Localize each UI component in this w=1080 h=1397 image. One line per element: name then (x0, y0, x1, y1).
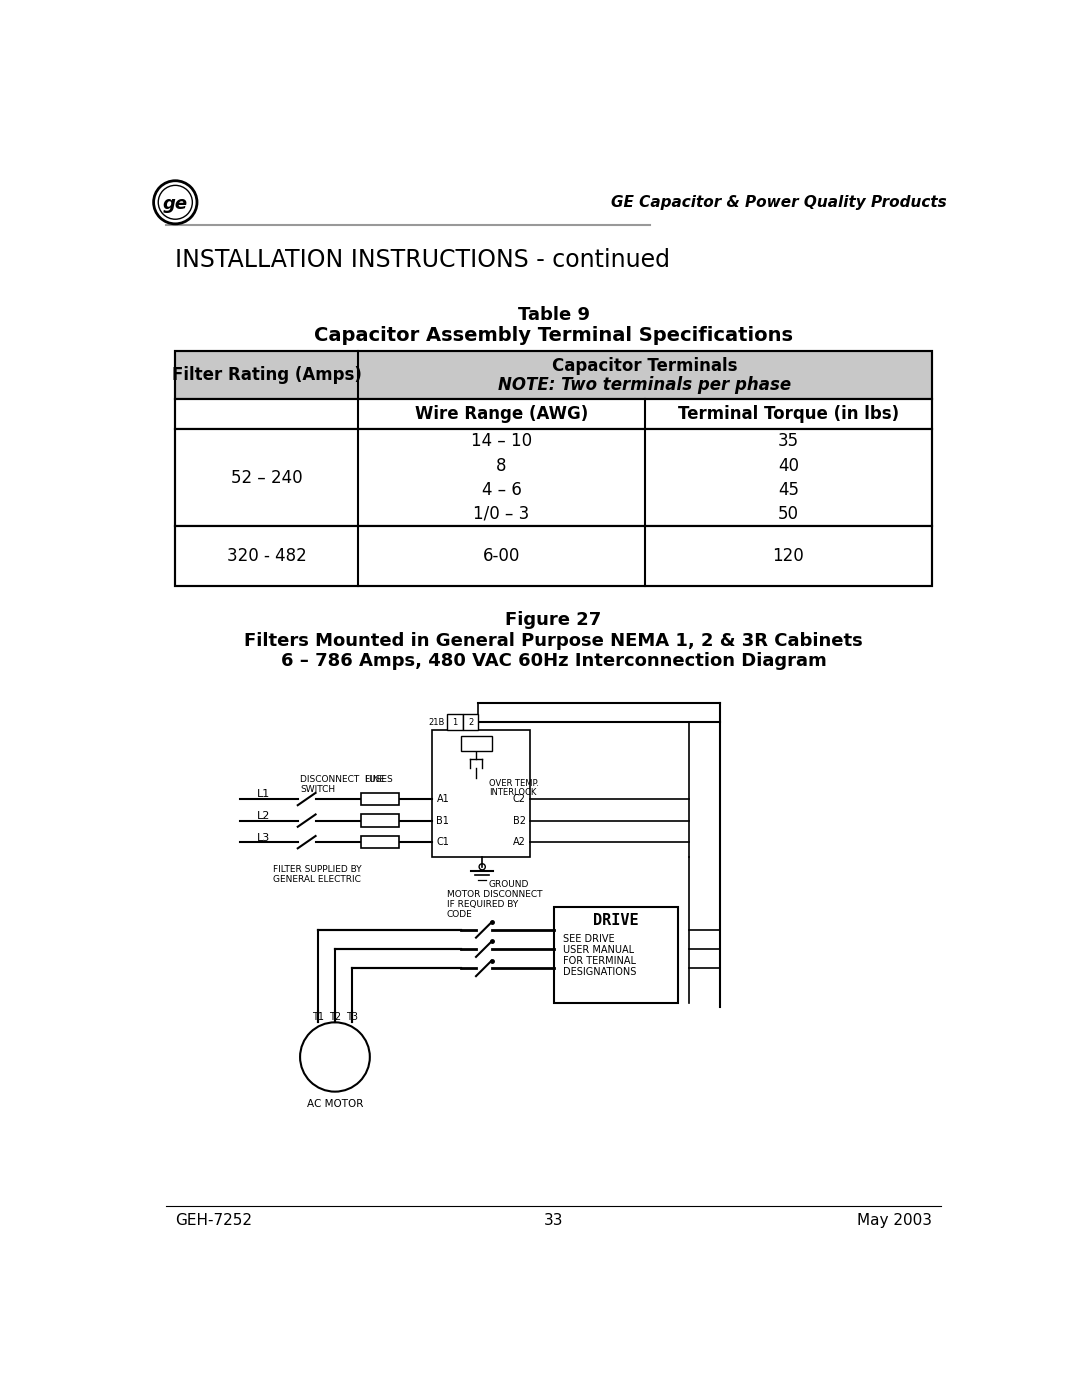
Text: Terminal Torque (in lbs): Terminal Torque (in lbs) (678, 405, 899, 423)
Text: T2: T2 (329, 1011, 341, 1023)
Text: 6 – 786 Amps, 480 VAC 60Hz Interconnection Diagram: 6 – 786 Amps, 480 VAC 60Hz Interconnecti… (281, 652, 826, 671)
Text: DESIGNATIONS: DESIGNATIONS (563, 967, 636, 977)
Text: 320 - 482: 320 - 482 (227, 546, 307, 564)
Text: L1: L1 (257, 789, 270, 799)
Bar (175, 398, 932, 429)
Text: FOR TERMINAL: FOR TERMINAL (563, 956, 636, 965)
Text: OVER TEMP.: OVER TEMP. (489, 780, 539, 788)
Text: 2: 2 (468, 718, 473, 726)
Text: C1: C1 (436, 837, 449, 847)
Text: ge: ge (163, 194, 188, 212)
Text: 50: 50 (778, 504, 799, 522)
Text: Table 9: Table 9 (517, 306, 590, 324)
Text: FILTER SUPPLIED BY: FILTER SUPPLIED BY (273, 865, 362, 875)
Text: Filters Mounted in General Purpose NEMA 1, 2 & 3R Cabinets: Filters Mounted in General Purpose NEMA … (244, 633, 863, 650)
Bar (554, 907, 677, 1003)
Text: GE Capacitor & Power Quality Products: GE Capacitor & Power Quality Products (611, 194, 947, 210)
Text: DRIVE: DRIVE (593, 914, 638, 928)
Text: A2: A2 (513, 837, 526, 847)
Bar (362, 793, 399, 805)
Text: B1: B1 (436, 816, 449, 826)
Text: SEE DRIVE: SEE DRIVE (563, 935, 615, 944)
Text: C2: C2 (513, 793, 526, 805)
Text: A1: A1 (436, 793, 449, 805)
Text: INTERLOCK: INTERLOCK (489, 788, 536, 798)
Text: FUSES: FUSES (364, 775, 393, 784)
Text: 45: 45 (778, 481, 799, 499)
Text: DISCONNECT  LINE: DISCONNECT LINE (300, 775, 386, 784)
Text: 52 – 240: 52 – 240 (231, 468, 302, 486)
Text: T1: T1 (312, 1011, 324, 1023)
Bar (460, 736, 491, 752)
Text: Figure 27: Figure 27 (505, 610, 602, 629)
Text: SWITCH: SWITCH (300, 785, 335, 793)
Text: Wire Range (AWG): Wire Range (AWG) (415, 405, 589, 423)
Text: L3: L3 (257, 833, 270, 844)
Text: GROUND: GROUND (488, 880, 529, 888)
Text: 120: 120 (772, 546, 805, 564)
Text: May 2003: May 2003 (856, 1214, 932, 1228)
Bar (432, 729, 530, 856)
Circle shape (153, 180, 197, 224)
Text: Capacitor Assembly Terminal Specifications: Capacitor Assembly Terminal Specificatio… (314, 326, 793, 345)
Text: Filter Rating (Amps): Filter Rating (Amps) (172, 366, 362, 384)
Text: CODE: CODE (446, 909, 472, 919)
Text: 40: 40 (778, 457, 799, 475)
Bar (175, 429, 932, 525)
Bar (175, 351, 932, 585)
Text: 4 – 6: 4 – 6 (482, 481, 522, 499)
Text: 21B: 21B (429, 718, 445, 726)
Text: 1: 1 (453, 718, 458, 726)
Text: Capacitor Terminals: Capacitor Terminals (552, 358, 738, 376)
Text: 6-00: 6-00 (483, 546, 521, 564)
Bar (463, 714, 478, 729)
Bar (362, 835, 399, 848)
Text: MOTOR DISCONNECT: MOTOR DISCONNECT (446, 890, 542, 900)
Bar (447, 714, 463, 729)
Text: 35: 35 (778, 433, 799, 450)
Text: B2: B2 (513, 816, 526, 826)
Bar (175, 351, 932, 398)
Text: 33: 33 (543, 1214, 564, 1228)
Text: 14 – 10: 14 – 10 (471, 433, 532, 450)
Text: NOTE: Two terminals per phase: NOTE: Two terminals per phase (498, 376, 792, 394)
Text: USER MANUAL: USER MANUAL (563, 944, 634, 956)
Text: INSTALLATION INSTRUCTIONS - continued: INSTALLATION INSTRUCTIONS - continued (175, 249, 671, 272)
Text: L2: L2 (257, 812, 270, 821)
Bar (175, 525, 932, 585)
Text: 1/0 – 3: 1/0 – 3 (473, 504, 529, 522)
Text: T3: T3 (346, 1011, 357, 1023)
Text: IF REQUIRED BY: IF REQUIRED BY (446, 900, 517, 909)
Text: 8: 8 (497, 457, 507, 475)
Text: GENERAL ELECTRIC: GENERAL ELECTRIC (273, 876, 361, 884)
Text: GEH-7252: GEH-7252 (175, 1214, 253, 1228)
Text: AC MOTOR: AC MOTOR (307, 1099, 363, 1109)
Bar (362, 814, 399, 827)
